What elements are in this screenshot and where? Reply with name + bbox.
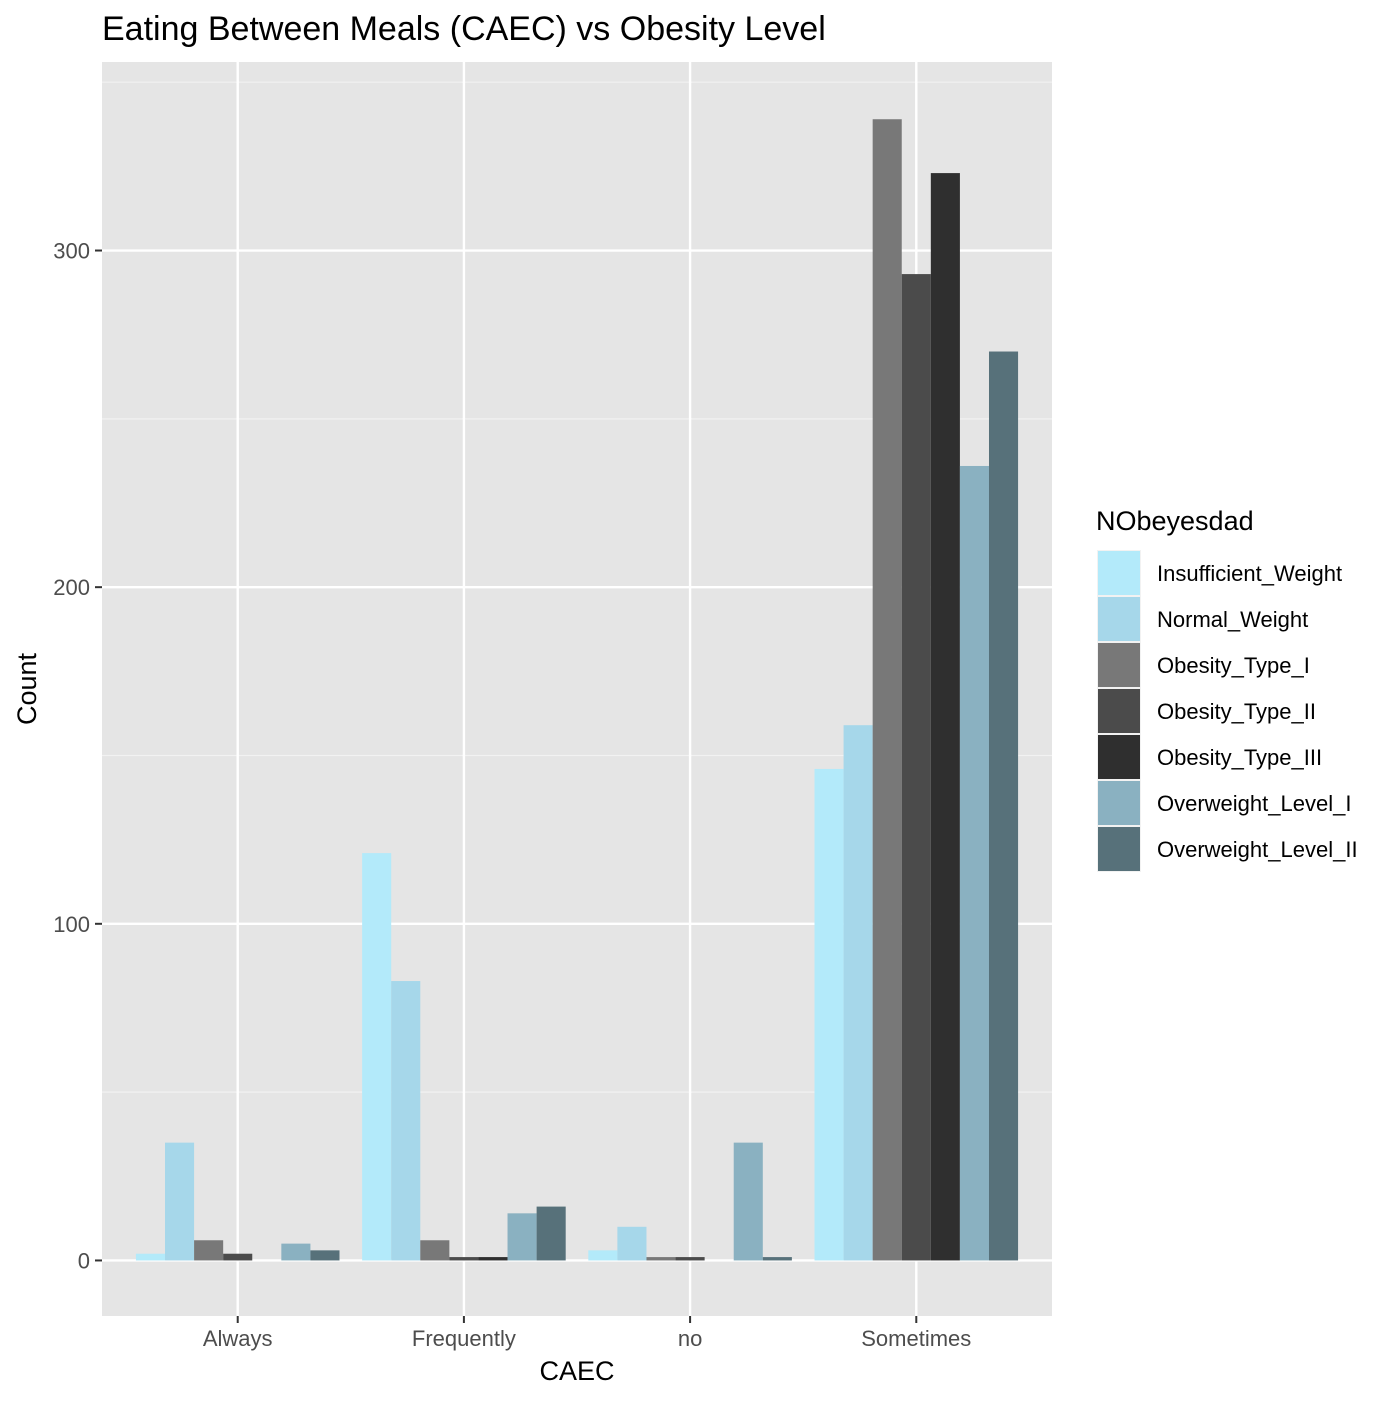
bar: [420, 1240, 450, 1261]
x-axis-label: CAEC: [539, 1356, 614, 1386]
y-tick-label: 0: [78, 1248, 90, 1273]
bar: [988, 351, 1019, 1261]
legend-item: Overweight_Level_I: [1097, 780, 1351, 826]
y-tick-label: 100: [53, 912, 90, 937]
bar: [310, 1250, 340, 1261]
y-axis-label: Count: [12, 652, 42, 725]
legend-key-swatch: [1098, 597, 1140, 641]
chart-title: Eating Between Meals (CAEC) vs Obesity L…: [102, 10, 826, 48]
bar: [281, 1243, 311, 1261]
bar: [449, 1257, 479, 1261]
legend-item: Overweight_Level_II: [1097, 826, 1358, 872]
legend-item: Obesity_Type_I: [1097, 642, 1310, 688]
bar: [223, 1253, 253, 1261]
bar: [588, 1250, 618, 1261]
legend-item-label: Insufficient_Weight: [1157, 561, 1342, 586]
bar: [536, 1206, 566, 1261]
legend-item-label: Obesity_Type_II: [1157, 699, 1316, 724]
legend-item-label: Obesity_Type_I: [1157, 653, 1310, 678]
bar: [675, 1257, 705, 1261]
y-tick-label: 300: [53, 239, 90, 264]
bar: [165, 1142, 195, 1261]
legend-item: Obesity_Type_III: [1097, 734, 1322, 780]
legend-item-label: Normal_Weight: [1157, 607, 1308, 632]
x-tick-label: no: [678, 1326, 702, 1351]
legend-item: Normal_Weight: [1097, 596, 1308, 642]
legend-item: Obesity_Type_II: [1097, 688, 1316, 734]
bar: [617, 1226, 647, 1261]
legend-item-label: Overweight_Level_I: [1157, 791, 1351, 816]
x-tick-label: Sometimes: [861, 1326, 971, 1351]
x-axis: Always Frequently no Sometimes: [203, 1316, 971, 1351]
legend-item-label: Overweight_Level_II: [1157, 837, 1358, 862]
bar: [959, 465, 989, 1261]
x-tick-label: Frequently: [412, 1326, 516, 1351]
bars: [135, 119, 1019, 1261]
bar: [733, 1142, 763, 1261]
legend: NObeyesdad Insufficient_Weight Normal_Wei…: [1096, 506, 1358, 872]
legend-item: Insufficient_Weight: [1097, 550, 1342, 596]
legend-key-swatch: [1098, 551, 1140, 595]
legend-key-swatch: [1098, 643, 1140, 687]
y-axis: 0 100 200 300: [53, 239, 102, 1273]
legend-key-swatch: [1098, 781, 1140, 825]
bar: [814, 768, 844, 1261]
legend-item-label: Obesity_Type_III: [1157, 745, 1322, 770]
bar: [391, 981, 421, 1261]
bar: [930, 173, 960, 1261]
legend-key-swatch: [1098, 689, 1140, 733]
x-tick-label: Always: [203, 1326, 273, 1351]
bar: [646, 1257, 676, 1261]
bar: [507, 1213, 537, 1261]
legend-title: NObeyesdad: [1096, 506, 1254, 536]
bar: [135, 1253, 166, 1261]
bar: [478, 1257, 508, 1261]
y-tick-label: 200: [53, 575, 90, 600]
bar: [843, 725, 873, 1261]
bar: [872, 119, 902, 1261]
legend-key-swatch: [1098, 827, 1140, 871]
bar: [362, 853, 392, 1261]
bar: [762, 1257, 792, 1261]
bar: [901, 274, 931, 1261]
legend-key-swatch: [1098, 735, 1140, 779]
bar: [194, 1240, 224, 1261]
